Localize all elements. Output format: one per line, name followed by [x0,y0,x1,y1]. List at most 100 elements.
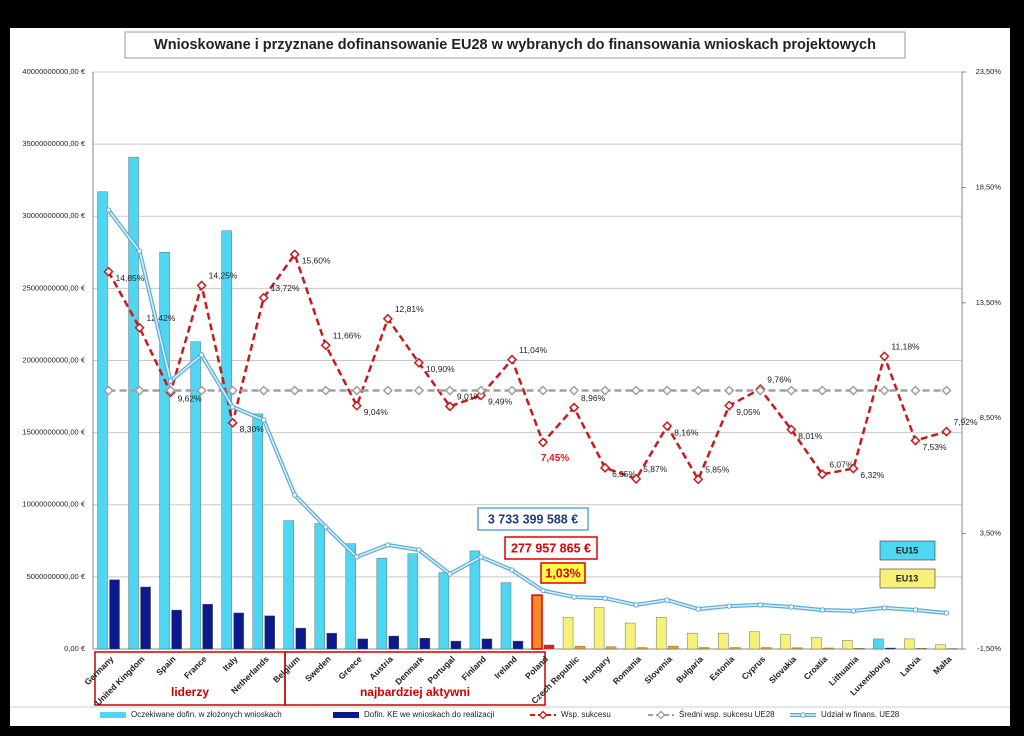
y2-tick-label: -1,50% [977,644,1001,653]
line-marker [695,606,701,612]
data-label: 8,01% [798,431,823,441]
line-marker [258,385,269,396]
line-marker [382,313,393,324]
data-label: 12,42% [147,313,176,323]
bar [314,523,325,650]
annotation: 1,03% [545,566,580,580]
annotation-box [477,507,589,531]
line-marker [537,437,549,448]
bar [97,191,108,650]
line-marker [323,524,329,530]
bar [792,647,803,650]
bar [233,612,244,650]
line-marker [602,595,608,601]
data-label: 15,60% [302,256,331,266]
bar [419,637,431,650]
line-marker [633,602,639,608]
line-marker [289,249,300,260]
bar [264,615,275,650]
line-marker [817,469,828,480]
data-label: 9,04% [364,407,389,417]
line-marker [568,402,580,413]
bar [823,647,834,650]
bar [636,647,648,650]
y2-tick-label: 23,50% [976,67,1002,76]
y-tick-label: 30000000000,00 € [22,211,85,220]
line-marker [105,207,112,213]
line [107,251,947,483]
bar [605,646,617,650]
line-marker [724,400,735,411]
data-label: 10,90% [426,364,455,374]
data-label: 7,92% [953,417,978,427]
badge [879,540,936,561]
data-label: 6,32% [860,470,885,480]
line-marker [385,542,391,548]
line-marker [693,474,704,485]
line-marker [910,385,921,396]
data-label: 8,96% [581,393,606,403]
y-tick-label: 0,00 € [64,644,86,653]
legend-swatch [100,712,126,718]
line-marker [292,492,298,498]
badge-label: EU15 [896,545,919,555]
legend-label: Dofin. KE we wnioskach do realizacji [364,710,495,719]
data-label: 8,30% [240,424,265,434]
data-label: 9,76% [767,374,792,384]
line-marker [912,607,919,613]
bar [730,647,741,650]
line-marker [260,417,267,423]
line-marker [227,385,238,396]
bar [667,645,679,650]
line-marker [693,385,704,396]
data-label: 14,25% [209,271,238,281]
data-label: 6,35% [612,469,637,479]
line-marker [879,351,890,362]
legend-marker [538,710,548,720]
bar [749,631,760,650]
data-label: 9,01% [457,392,482,402]
bar [481,638,493,650]
bar [512,640,524,650]
line-marker [196,280,207,291]
legend-marker [800,712,806,718]
data-label: 12,81% [395,304,424,314]
group-label: liderzy [171,685,209,699]
line-marker [631,473,642,484]
bar [438,572,450,650]
line-marker [910,435,921,446]
bar [885,647,896,650]
line-marker [413,357,424,368]
line-marker [788,604,795,610]
bar [140,586,151,650]
legend-swatch [333,712,359,718]
bar [128,156,139,650]
line-marker [227,417,238,428]
data-label: 6,07% [829,460,854,470]
bar [500,582,512,650]
line-marker [540,587,546,594]
data-label: 7,45% [541,453,569,464]
line-marker [848,463,859,474]
line-marker [475,385,487,396]
bar [593,606,605,650]
chart-title: Wnioskowane i przyznane dofinansowanie E… [154,37,876,53]
legend-label: Średni wsp. sukcesu UE28 [679,710,775,719]
line-marker [879,385,890,396]
line-marker [568,385,580,396]
bar [780,634,791,650]
line-marker [509,567,515,573]
bar [574,645,586,650]
line-marker [943,610,950,616]
bar [376,557,388,650]
group-label: najbardziej aktywni [360,685,470,699]
line-marker [447,571,453,577]
bar [686,632,698,650]
data-label: 9,49% [488,397,513,407]
line-marker [786,424,797,435]
bar [655,617,667,650]
line-marker [631,385,642,396]
line-marker [506,385,518,396]
line-marker [351,385,362,396]
